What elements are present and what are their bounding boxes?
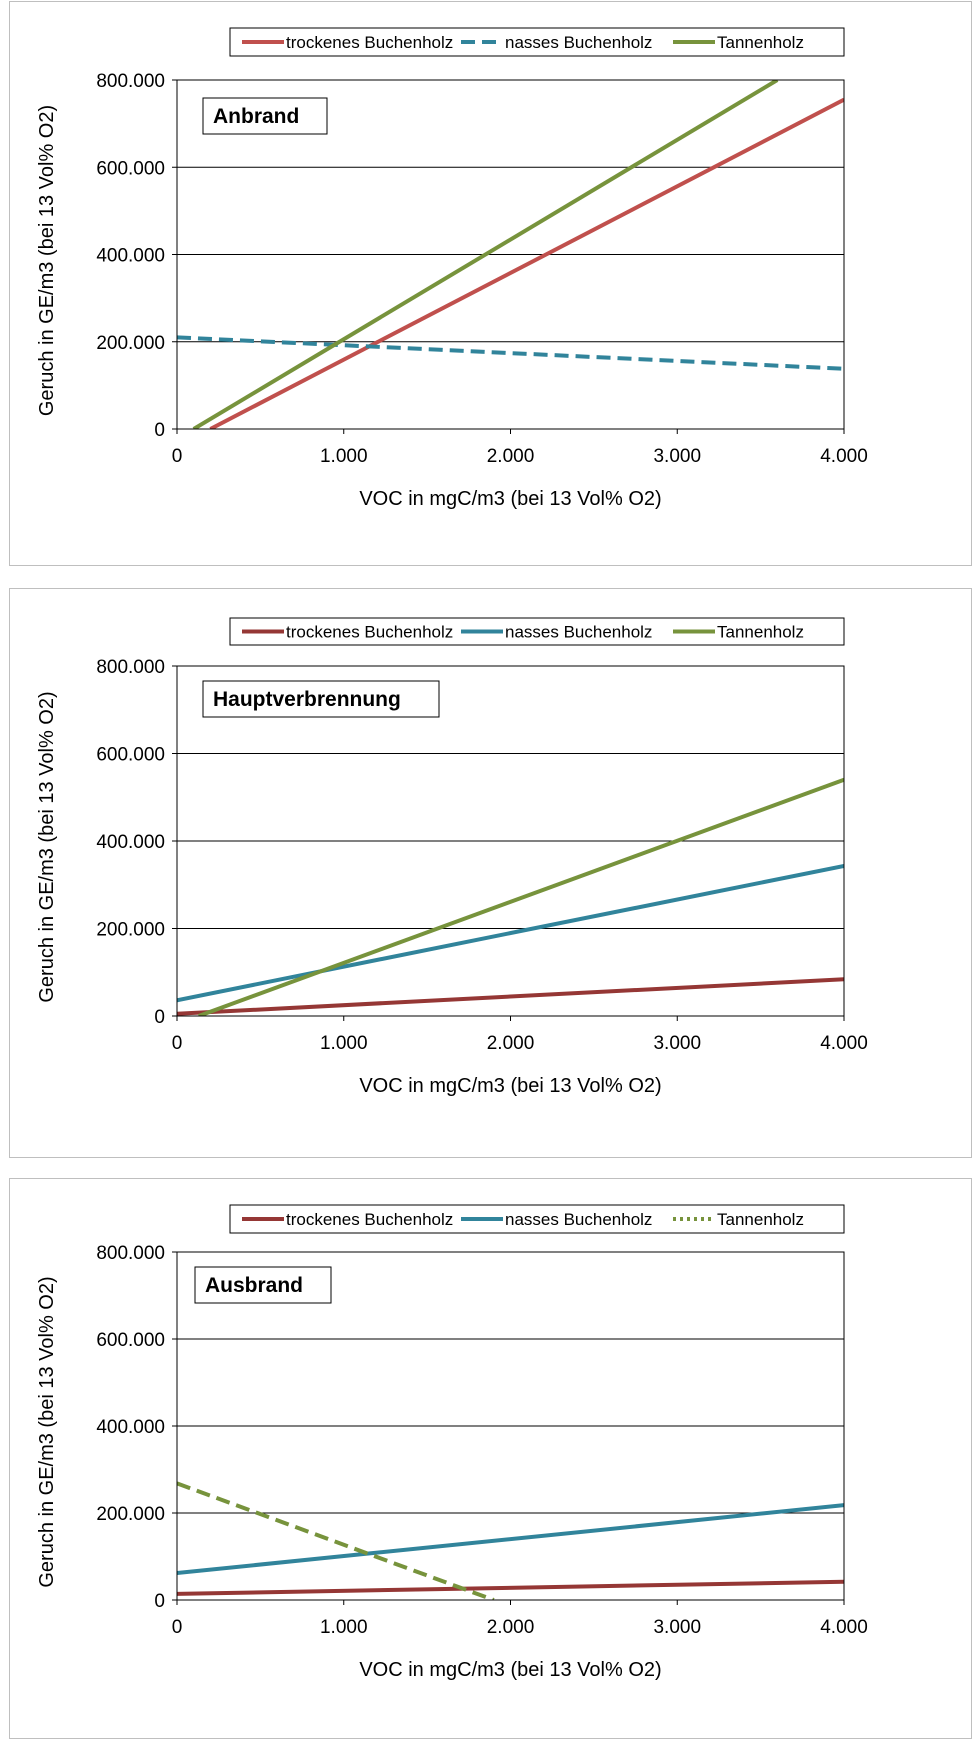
y-tick-label: 600.000 [96,1330,165,1351]
legend-label-1: nasses Buchenholz [505,623,652,642]
chart-hauptverbrennung: 0 200.000 400.000 600.000 800.000 0 1.000 2.000… [36,617,868,1097]
x-tick-label: 0 [172,1033,183,1054]
y-tick-label: 600.000 [96,745,165,766]
x-tick-label: 4.000 [820,1617,868,1638]
legend-label-0: trockenes Buchenholz [286,1210,453,1229]
x-tick-label: 2.000 [487,1617,535,1638]
plot-area-frame [176,79,845,430]
legend-label-0: trockenes Buchenholz [286,623,453,642]
y-tick-label: 200.000 [96,1504,165,1525]
y-axis-label: Geruch in GE/m3 (bei 13 Vol% O2) [36,105,58,416]
x-tick-label: 4.000 [820,1033,868,1054]
series-line-0 [177,977,844,1016]
series-line-2 [197,777,844,1016]
series-line-2 [192,80,779,429]
legend-box [229,617,845,646]
series-line-1 [177,863,844,1003]
chart-group: 0 200.000 400.000 600.000 800.000 0 1.000 2.000… [36,27,868,510]
chart-title: Ausbrand [205,1274,303,1297]
y-tick-label: 0 [154,420,165,441]
series-line-1 [177,335,844,371]
y-tick-label: 400.000 [96,246,165,267]
chart-anbrand: 0 200.000 400.000 600.000 800.000 0 1.000 2.000… [36,27,868,510]
x-tick-label: 2.000 [487,446,535,467]
chart-group: 0 200.000 400.000 600.000 800.000 0 1.000 2.000… [36,1204,868,1681]
series-line-0 [209,97,844,429]
x-tick-label: 0 [172,446,183,467]
legend-label-2: Tannenholz [717,33,804,52]
x-tick-label: 3.000 [653,446,701,467]
chart-title-box [194,1266,332,1304]
series-line-1 [177,1503,844,1576]
y-tick-label: 400.000 [96,1417,165,1438]
legend-box [229,27,845,57]
x-axis-label: VOC in mgC/m3 (bei 13 Vol% O2) [359,1659,661,1681]
y-tick-label: 200.000 [96,920,165,941]
x-tick-label: 1.000 [320,1033,368,1054]
legend-label-0: trockenes Buchenholz [286,33,453,52]
x-axis-label: VOC in mgC/m3 (bei 13 Vol% O2) [359,488,661,510]
x-tick-label: 1.000 [320,1617,368,1638]
plot-area-frame [176,665,845,1017]
x-tick-label: 2.000 [487,1033,535,1054]
series-line-2 [177,1481,495,1600]
legend-box [229,1204,845,1234]
x-tick-label: 1.000 [320,446,368,467]
chart-title-box [202,97,328,135]
chart-group: 0 200.000 400.000 600.000 800.000 0 1.000 2.000… [36,617,868,1097]
x-tick-label: 4.000 [820,446,868,467]
series-line-0 [177,1579,844,1596]
legend-label-2: Tannenholz [717,1210,804,1229]
x-tick-label: 0 [172,1617,183,1638]
y-tick-label: 800.000 [96,657,165,678]
x-tick-label: 3.000 [653,1617,701,1638]
chart-title: Anbrand [213,105,299,128]
legend-label-1: nasses Buchenholz [505,33,652,52]
chart-title-box [202,680,440,718]
chart-title: Hauptverbrennung [213,688,401,711]
y-tick-label: 200.000 [96,333,165,354]
x-axis-label: VOC in mgC/m3 (bei 13 Vol% O2) [359,1075,661,1097]
legend-label-2: Tannenholz [717,623,804,642]
y-tick-label: 800.000 [96,1243,165,1264]
chart-ausbrand: 0 200.000 400.000 600.000 800.000 0 1.000 2.000… [36,1204,868,1681]
y-axis-label: Geruch in GE/m3 (bei 13 Vol% O2) [36,1276,58,1587]
legend-label-1: nasses Buchenholz [505,1210,652,1229]
plot-area-frame [176,1251,845,1601]
x-tick-label: 3.000 [653,1033,701,1054]
y-tick-label: 800.000 [96,71,165,92]
y-tick-label: 0 [154,1007,165,1028]
y-tick-label: 0 [154,1591,165,1612]
chart-panel-ausbrand: 0 200.000 400.000 600.000 800.000 0 1.000 2.000… [9,1178,972,1739]
y-axis-label: Geruch in GE/m3 (bei 13 Vol% O2) [36,691,58,1002]
y-tick-label: 400.000 [96,832,165,853]
y-tick-label: 600.000 [96,158,165,179]
chart-panel-hauptverbrennung: 0 200.000 400.000 600.000 800.000 0 1.000 2.000… [9,588,972,1158]
chart-panel-anbrand: 0 200.000 400.000 600.000 800.000 0 1.000 2.000… [9,1,972,566]
